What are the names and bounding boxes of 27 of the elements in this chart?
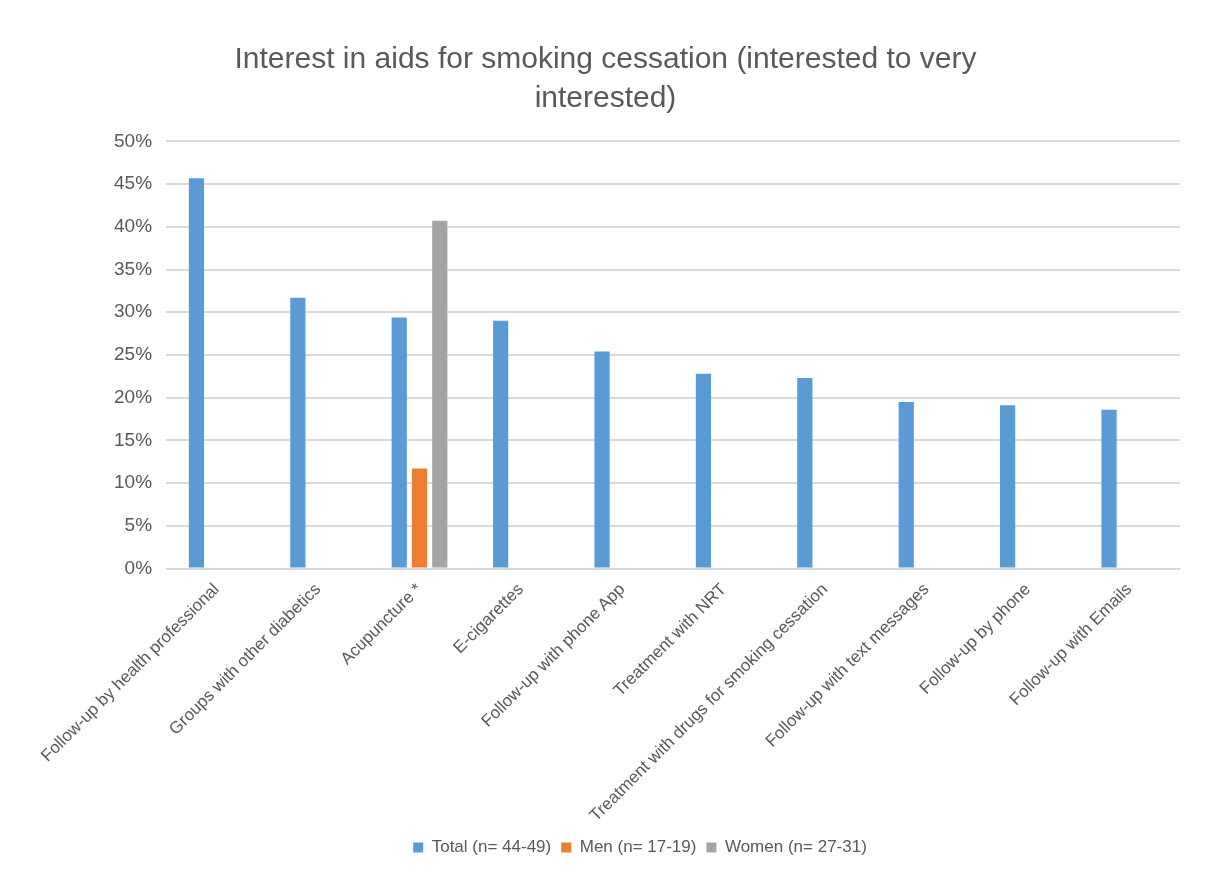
y-tick-label: 0% xyxy=(124,556,153,578)
bar xyxy=(391,317,407,568)
bar xyxy=(594,351,610,568)
y-tick-label: 45% xyxy=(114,172,153,194)
legend-label: Women (n= 27-31) xyxy=(724,837,867,857)
bar xyxy=(898,401,914,568)
bar xyxy=(493,320,509,568)
bar xyxy=(1000,405,1016,568)
bar xyxy=(411,468,428,568)
chart-title: Interest in aids for smoking cessation (interested to very interested) xyxy=(233,40,978,115)
y-tick-label: 10% xyxy=(114,471,153,493)
y-tick-label: 25% xyxy=(114,343,153,365)
y-tick-label: 35% xyxy=(114,257,153,279)
bar xyxy=(1101,409,1117,568)
y-tick-label: 15% xyxy=(114,428,153,450)
bar xyxy=(797,378,813,568)
y-tick-label: 30% xyxy=(114,300,153,322)
y-tick-label: 50% xyxy=(114,129,153,151)
legend-label: Men (n= 17-19) xyxy=(579,837,697,857)
bar xyxy=(290,297,306,568)
y-tick-label: 5% xyxy=(124,514,153,536)
bar xyxy=(432,220,448,568)
y-tick-label: 40% xyxy=(114,215,153,237)
legend-label: Total (n= 44-49) xyxy=(431,837,552,857)
y-tick-label: 20% xyxy=(114,385,153,407)
bar xyxy=(188,178,205,568)
bar xyxy=(695,373,712,568)
